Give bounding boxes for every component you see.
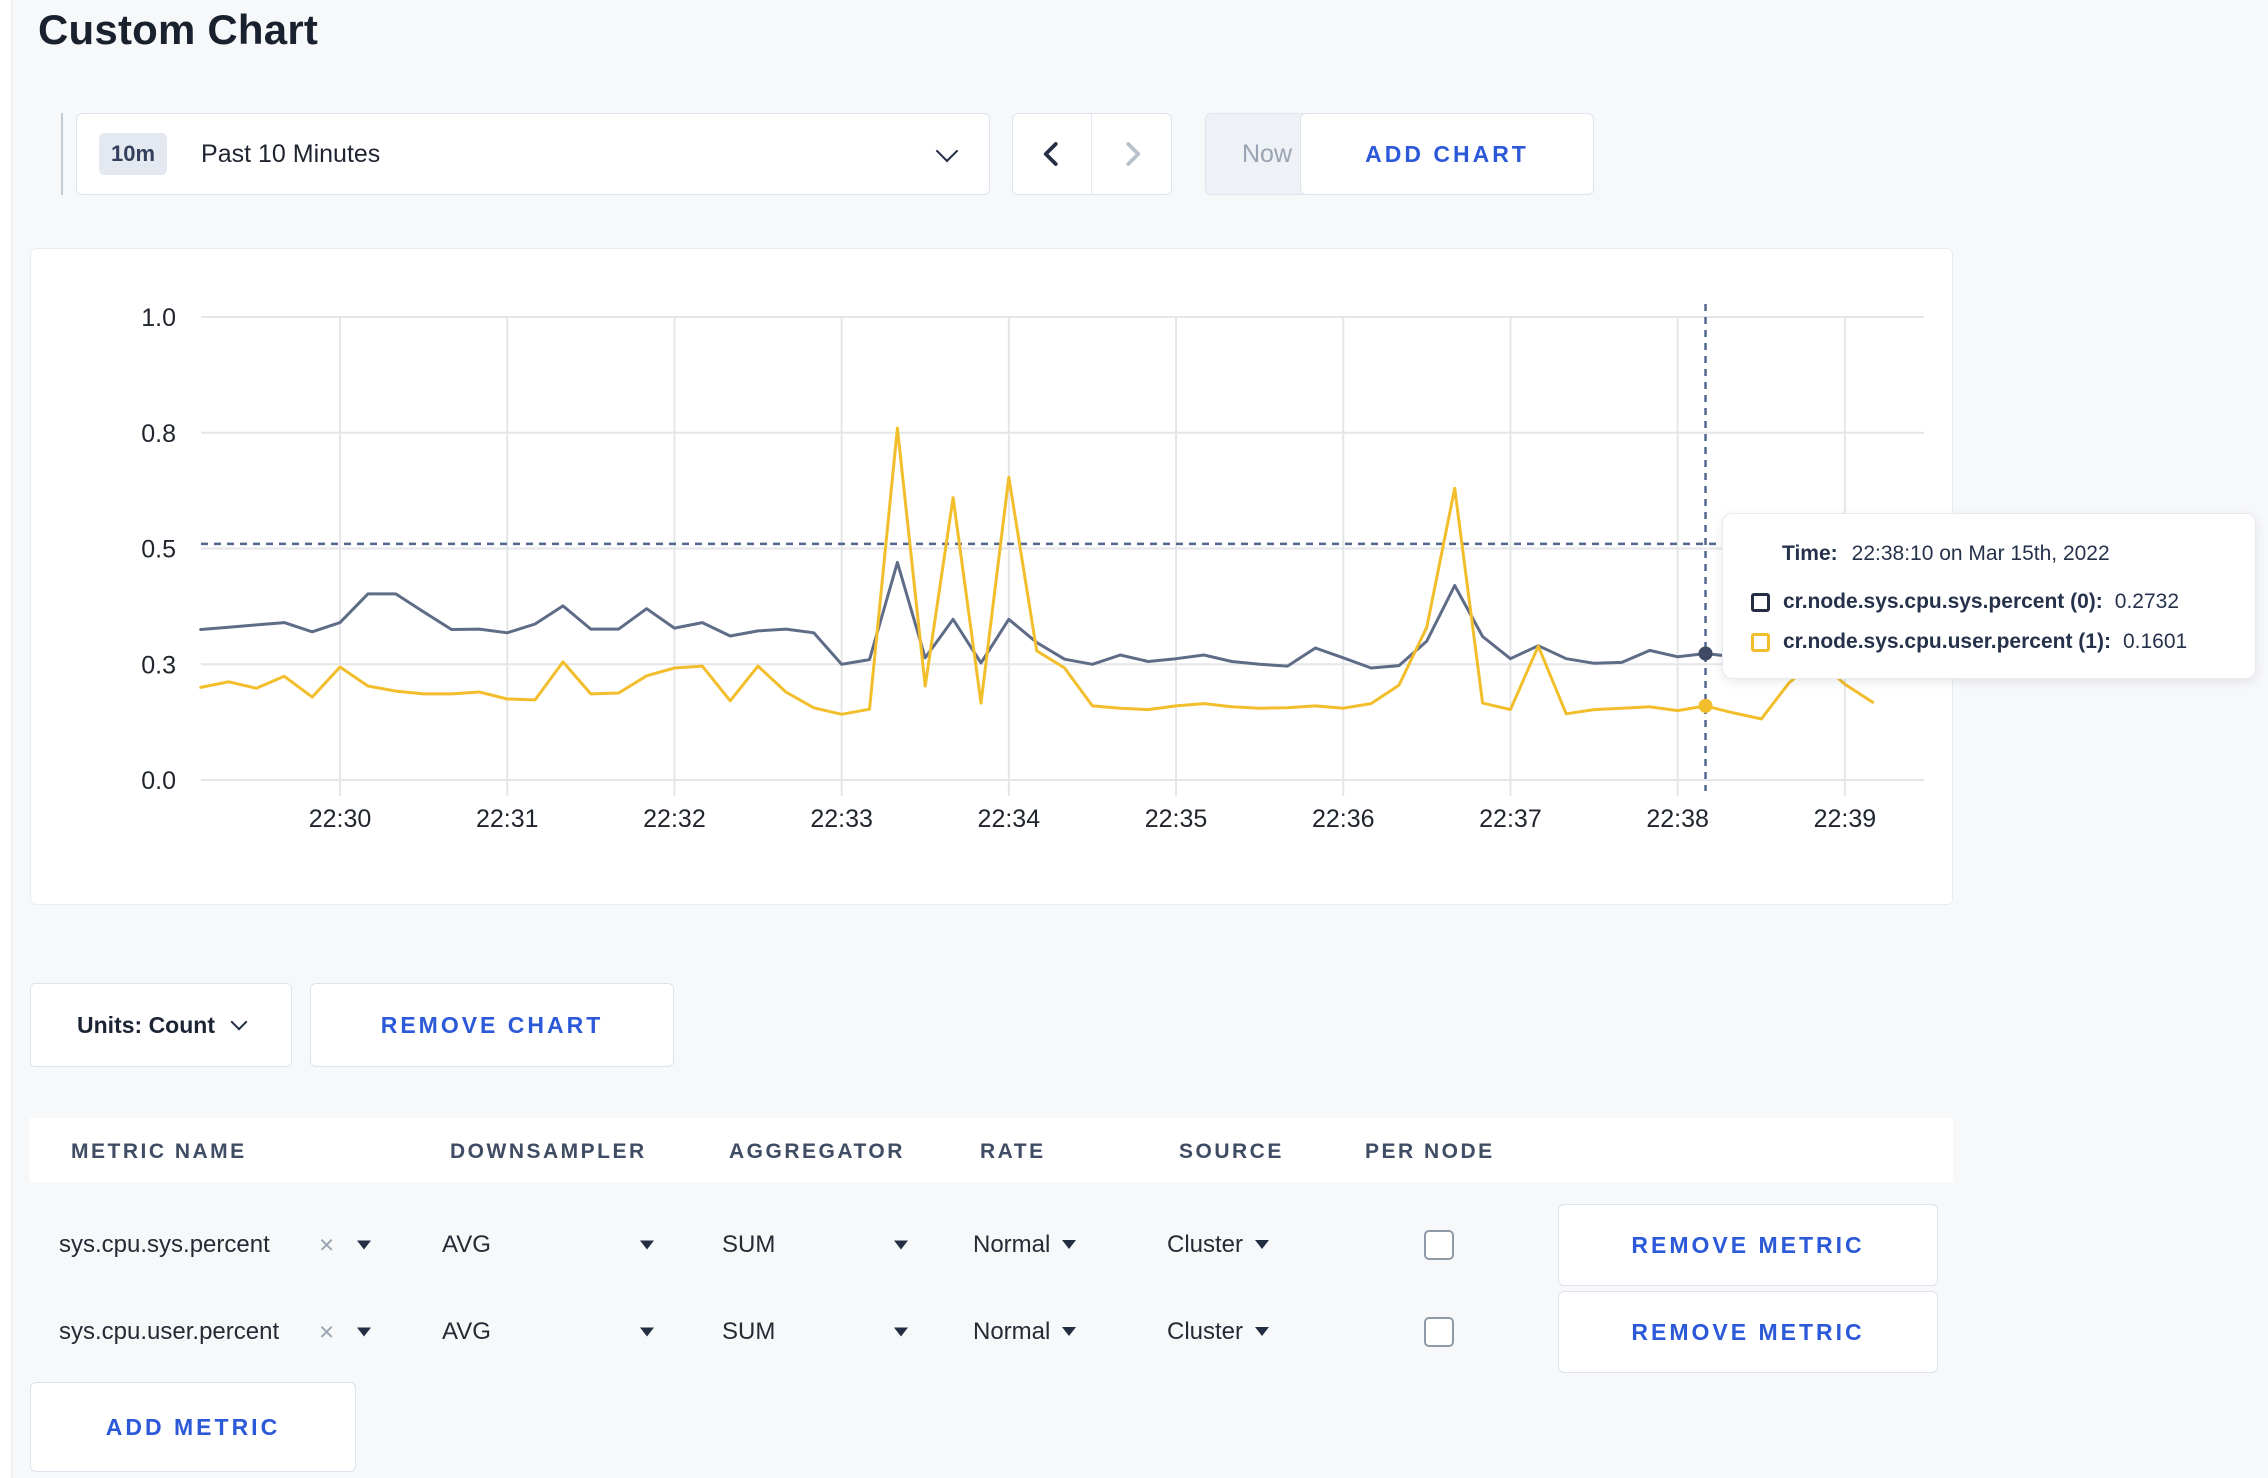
next-range-button[interactable] <box>1092 114 1171 194</box>
x-axis-tick-label: 22:39 <box>1814 805 1877 833</box>
series-sys-legend-swatch-icon <box>1751 592 1770 612</box>
page-title: Custom Chart <box>38 6 319 53</box>
series-line <box>199 426 1875 721</box>
caret-down-icon <box>1062 1327 1077 1336</box>
metric-row: sys.cpu.sys.percent × AVG SUM Normal Clu… <box>0 1201 1953 1288</box>
y-axis-tick-label: 0.8 <box>141 420 176 448</box>
aggregator-select[interactable]: SUM <box>722 1230 776 1258</box>
metric-name-value: sys.cpu.user.percent <box>59 1317 280 1345</box>
downsampler-select[interactable]: AVG <box>442 1317 491 1345</box>
remove-metric-button[interactable]: REMOVE METRIC <box>1558 1204 1938 1286</box>
time-step-group <box>1012 113 1172 195</box>
col-header-downsampler: DOWNSAMPLER <box>450 1140 647 1163</box>
units-label: Units: Count <box>77 1011 215 1038</box>
series-user-legend-swatch-icon <box>1751 632 1770 652</box>
chart-card: 0.0 0.3 0.5 0.8 1.0 22:30 22:31 22:32 22:33 22:34… <box>30 248 1953 905</box>
tooltip-metric-value: 0.2732 <box>2114 590 2180 613</box>
caret-down-icon[interactable] <box>640 1240 654 1249</box>
metric-row: sys.cpu.user.percent × AVG SUM Normal Cl… <box>0 1288 1953 1375</box>
caret-down-icon[interactable] <box>357 1327 371 1336</box>
tooltip-metric-name: cr.node.sys.cpu.sys.percent (0): <box>1783 590 2103 613</box>
caret-down-icon <box>1062 1240 1077 1249</box>
controls-divider <box>61 113 63 195</box>
timeseries-chart[interactable]: 0.0 0.3 0.5 0.8 1.0 22:30 22:31 22:32 22:33 22:34… <box>31 249 1954 906</box>
x-axis-tick-label: 22:31 <box>476 805 539 833</box>
x-axis-tick-label: 22:35 <box>1145 805 1208 833</box>
chevron-down-icon <box>230 1013 248 1031</box>
rate-select[interactable]: Normal <box>973 1231 1077 1259</box>
close-icon[interactable]: × <box>319 1316 335 1346</box>
source-select[interactable]: Cluster <box>1167 1318 1270 1346</box>
page-left-edge <box>0 0 12 1478</box>
x-axis-tick-label: 22:30 <box>309 805 372 833</box>
x-axis-tick-label: 22:33 <box>810 805 873 833</box>
tooltip-metric-value: 0.1601 <box>2122 630 2188 653</box>
remove-metric-button[interactable]: REMOVE METRIC <box>1558 1291 1938 1373</box>
metric-name-select[interactable]: sys.cpu.user.percent <box>59 1318 279 1346</box>
downsampler-select[interactable]: AVG <box>442 1230 491 1258</box>
source-select[interactable]: Cluster <box>1167 1231 1270 1259</box>
col-header-source: SOURCE <box>1179 1140 1284 1163</box>
add-chart-button[interactable]: ADD CHART <box>1300 113 1594 195</box>
col-header-metric-name: METRIC NAME <box>71 1140 247 1163</box>
add-metric-button[interactable]: ADD METRIC <box>30 1382 356 1472</box>
hover-point <box>1698 646 1713 661</box>
caret-down-icon <box>1255 1327 1270 1336</box>
y-axis-tick-label: 0.3 <box>141 651 176 679</box>
time-range-badge: 10m <box>99 133 168 175</box>
time-range-label: Past 10 Minutes <box>201 139 381 168</box>
time-range-select[interactable]: 10m Past 10 Minutes <box>76 113 990 195</box>
hover-point <box>1698 698 1713 713</box>
caret-down-icon[interactable] <box>894 1240 908 1249</box>
caret-down-icon[interactable] <box>894 1327 908 1336</box>
tooltip-metric-name: cr.node.sys.cpu.user.percent (1): <box>1783 630 2111 653</box>
metric-name-value: sys.cpu.sys.percent <box>59 1230 270 1258</box>
y-axis-tick-label: 1.0 <box>141 304 176 332</box>
close-icon[interactable]: × <box>319 1229 335 1259</box>
chevron-right-icon <box>1125 142 1140 166</box>
per-node-checkbox[interactable] <box>1424 1316 1454 1347</box>
caret-down-icon[interactable] <box>640 1327 654 1336</box>
caret-down-icon <box>1255 1240 1270 1249</box>
x-axis-tick-label: 22:36 <box>1312 805 1375 833</box>
per-node-checkbox[interactable] <box>1424 1229 1454 1260</box>
col-header-aggregator: AGGREGATOR <box>729 1140 905 1163</box>
caret-down-icon[interactable] <box>357 1240 371 1249</box>
x-axis-tick-label: 22:38 <box>1646 805 1709 833</box>
tooltip-time-label: Time: <box>1782 542 1838 565</box>
metrics-table-header <box>30 1118 1953 1182</box>
aggregator-select[interactable]: SUM <box>722 1317 776 1345</box>
col-header-rate: RATE <box>980 1140 1046 1163</box>
rate-select[interactable]: Normal <box>973 1318 1077 1346</box>
y-axis-tick-label: 0.5 <box>141 536 176 564</box>
tooltip-time-value: 22:38:10 on Mar 15th, 2022 <box>1851 542 2110 565</box>
chart-tooltip: Time: 22:38:10 on Mar 15th, 2022 cr.node… <box>1722 513 2256 679</box>
previous-range-button[interactable] <box>1013 114 1092 194</box>
col-header-per-node: PER NODE <box>1365 1140 1495 1163</box>
y-axis-tick-label: 0.0 <box>141 767 176 795</box>
x-axis-tick-label: 22:34 <box>978 805 1041 833</box>
x-axis-tick-label: 22:37 <box>1479 805 1542 833</box>
x-axis-tick-label: 22:32 <box>643 805 706 833</box>
remove-chart-button[interactable]: REMOVE CHART <box>310 983 674 1067</box>
chevron-left-icon <box>1043 142 1058 166</box>
chevron-down-icon <box>935 139 959 163</box>
metric-name-select[interactable]: sys.cpu.sys.percent <box>59 1231 270 1259</box>
units-select[interactable]: Units: Count <box>30 983 292 1067</box>
